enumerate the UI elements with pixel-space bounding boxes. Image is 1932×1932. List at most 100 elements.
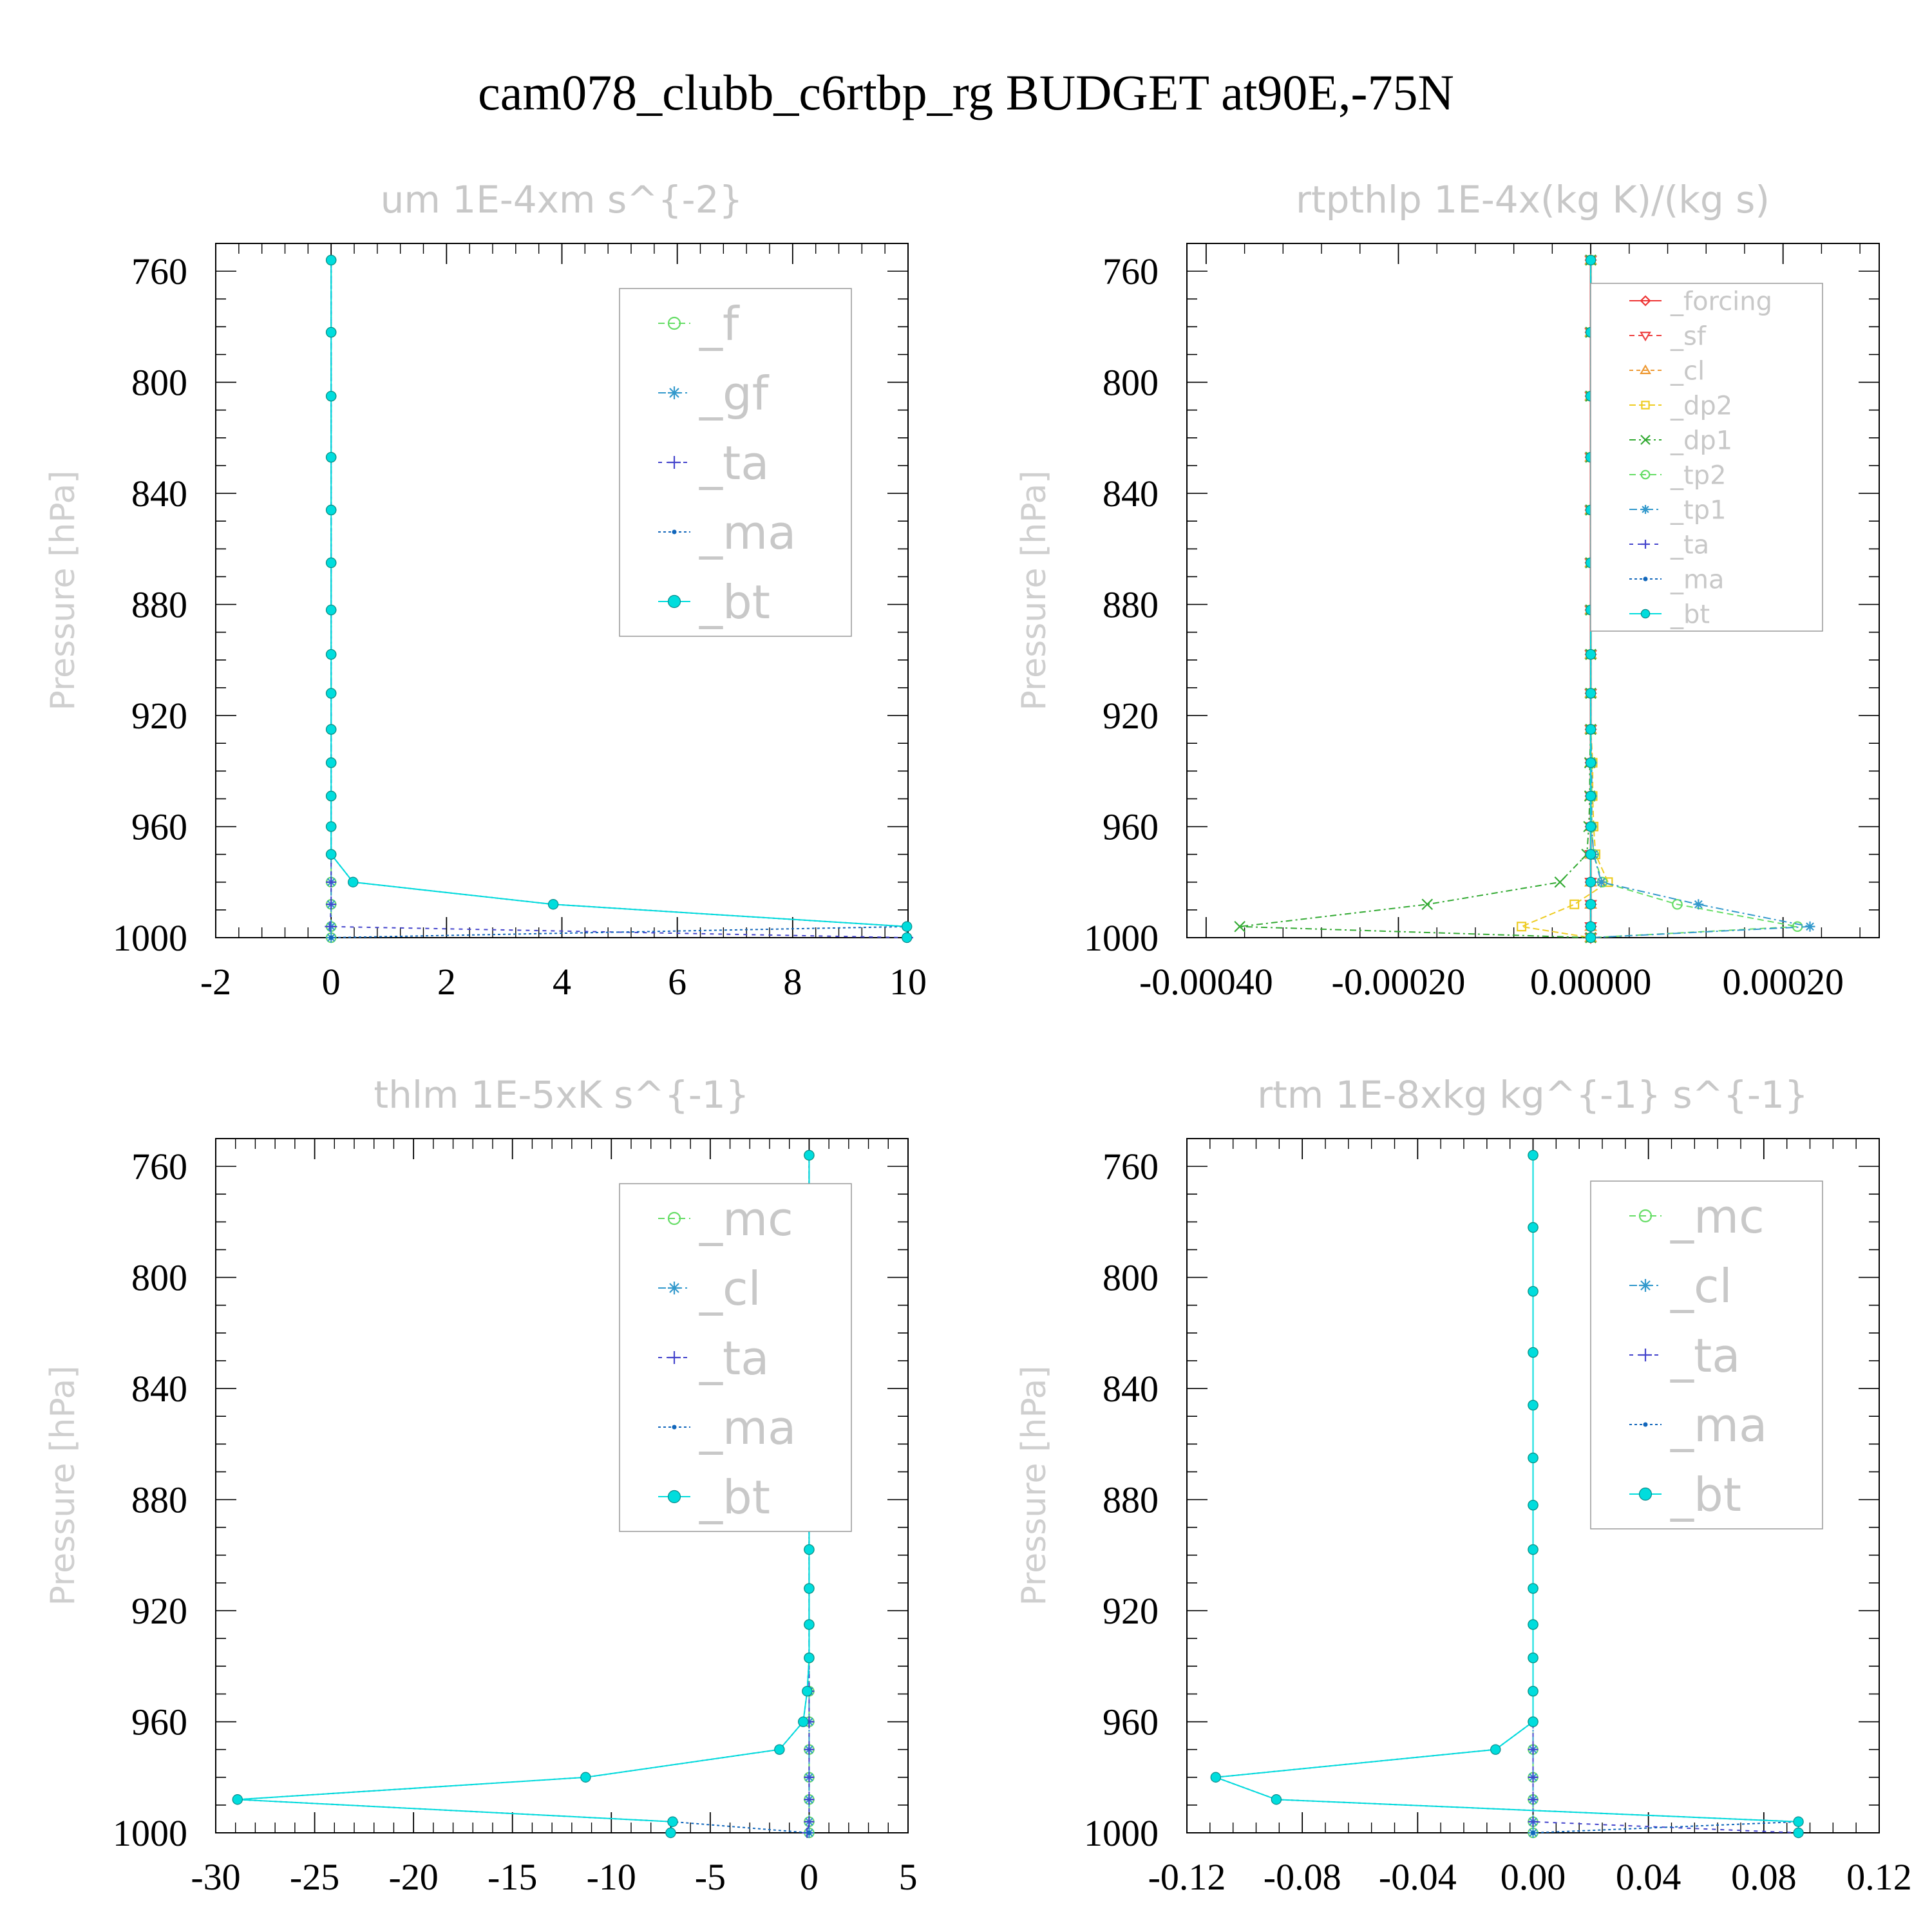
y-tick-label: 800 <box>1103 1257 1159 1299</box>
data-point <box>1585 921 1596 932</box>
data-point <box>1421 898 1434 911</box>
y-tick-label: 960 <box>1103 1701 1159 1743</box>
legend-marker <box>668 1282 681 1294</box>
data-point <box>1585 849 1596 860</box>
figure-title: cam078_clubb_c6rtbp_rg BUDGET at90E,-75N <box>478 64 1454 120</box>
data-point <box>1596 876 1607 887</box>
y-tick-label: 760 <box>131 1146 187 1188</box>
data-point <box>1585 790 1596 802</box>
data-point <box>325 757 337 768</box>
legend-marker <box>1640 609 1651 619</box>
legend-marker <box>667 316 681 330</box>
data-point <box>1490 1744 1501 1755</box>
legend: _mc _cl _ta _ma _bt <box>1590 1180 1823 1530</box>
legend-marker <box>672 1425 677 1430</box>
x-tick-label: -15 <box>488 1856 537 1898</box>
data-point <box>1585 649 1596 660</box>
data-point <box>1585 932 1596 943</box>
x-tick-label: 4 <box>553 961 571 1003</box>
legend-label: _ta <box>1670 1329 1740 1383</box>
legend-label: _bt <box>1670 600 1710 629</box>
x-tick-label: -25 <box>290 1856 339 1898</box>
x-tick-label: 0.00020 <box>1722 961 1844 1003</box>
series-dp1 <box>1234 254 1596 943</box>
x-tick-label: -0.00020 <box>1332 961 1466 1003</box>
plot-frame <box>215 1138 909 1833</box>
x-tick-label: 10 <box>889 961 927 1003</box>
y-tick-label: 1000 <box>1084 917 1159 959</box>
data-point <box>325 821 337 832</box>
data-point <box>1585 757 1596 768</box>
data-point <box>1210 1772 1221 1783</box>
x-tick-label: 0 <box>800 1856 819 1898</box>
y-tick-label: 880 <box>131 584 187 626</box>
data-point <box>325 724 337 735</box>
legend-label: _bt <box>1670 1468 1741 1522</box>
legend-label: _dp2 <box>1670 391 1732 421</box>
legend-marker <box>668 1351 681 1364</box>
legend-marker <box>1640 295 1651 307</box>
x-tick-label: -20 <box>388 1856 438 1898</box>
x-tick-label: -0.04 <box>1379 1856 1457 1898</box>
data-point <box>902 921 913 932</box>
legend-label: _forcing <box>1670 287 1772 316</box>
x-tick-label: -0.12 <box>1148 1856 1226 1898</box>
series-bt <box>1210 1150 1804 1839</box>
data-point <box>1528 1452 1539 1464</box>
legend-label: _ta <box>1670 530 1709 560</box>
data-point <box>1528 1583 1539 1594</box>
data-point <box>1585 688 1596 699</box>
legend-label: _dp1 <box>1670 426 1732 455</box>
data-point <box>1531 1830 1535 1835</box>
data-point <box>1517 922 1527 932</box>
data-point <box>1528 1653 1539 1663</box>
chart-panel: rtm 1E-8xkg kg^{-1} s^{-1} Pressure [hPa]… <box>1015 1073 1912 1898</box>
legend-label: _tp2 <box>1670 460 1727 490</box>
data-point <box>547 899 559 910</box>
data-point <box>325 688 337 699</box>
data-point <box>774 1744 785 1755</box>
data-point <box>325 504 337 516</box>
y-tick-label: 840 <box>1103 1368 1159 1410</box>
legend-marker <box>1640 332 1651 342</box>
y-tick-label: 920 <box>131 695 187 737</box>
data-point <box>325 557 337 569</box>
data-point <box>1528 1544 1539 1555</box>
y-tick-label: 800 <box>131 362 187 404</box>
x-tick-label: 5 <box>899 1856 918 1898</box>
chart-panel: um 1E-4xm s^{-2} Pressure [hPa] -2 0 2 4 6 8 10 7… <box>44 178 927 1003</box>
legend-marker <box>1638 1487 1653 1501</box>
data-point <box>326 876 337 887</box>
data-point <box>1234 920 1245 933</box>
data-point <box>804 1653 815 1663</box>
data-point <box>806 1830 811 1835</box>
legend-label: _mc <box>1670 1189 1765 1244</box>
series-bt <box>325 254 913 943</box>
legend: _f _gf _ta _ma _bt <box>619 288 852 637</box>
panel-title: um 1E-4xm s^{-2} <box>381 178 743 222</box>
legend-marker <box>1641 505 1650 514</box>
data-point <box>1528 1222 1539 1233</box>
data-point <box>1585 254 1596 266</box>
legend-label: _ma <box>699 506 796 560</box>
legend-marker <box>1639 1349 1652 1361</box>
data-point <box>804 1772 815 1783</box>
data-point <box>1569 899 1580 909</box>
x-tick-label: 0.00000 <box>1530 961 1652 1003</box>
y-tick-label: 760 <box>1103 1146 1159 1188</box>
y-tick-label: 880 <box>1103 584 1159 626</box>
data-point <box>804 1744 815 1755</box>
data-point <box>1585 821 1596 832</box>
x-tick-label: -2 <box>200 961 231 1003</box>
data-point <box>1271 1794 1282 1805</box>
data-point <box>1528 1772 1539 1783</box>
x-tick-label: 0.08 <box>1731 1856 1797 1898</box>
data-point <box>348 876 359 887</box>
data-point <box>667 1816 678 1827</box>
legend-marker <box>668 456 681 469</box>
x-tick-label: -0.00040 <box>1139 961 1273 1003</box>
y-tick-label: 840 <box>131 1368 187 1410</box>
data-point <box>1585 876 1596 887</box>
x-tick-label: 0 <box>322 961 341 1003</box>
data-point <box>665 1827 676 1839</box>
